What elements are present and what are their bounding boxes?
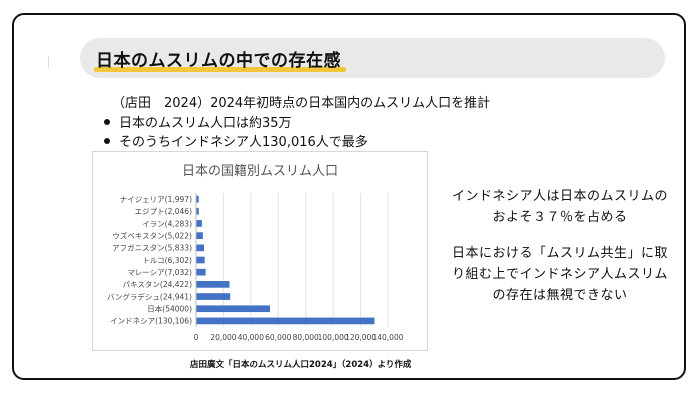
bar <box>196 281 230 288</box>
chart-title: 日本の国籍別ムスリム人口 <box>181 164 338 179</box>
page-title: 日本のムスリムの中での存在感 <box>96 51 341 71</box>
side-note-line: およそ３７％を占める <box>492 210 628 225</box>
side-note-line: 日本における「ムスリム共生」に取 <box>451 246 668 261</box>
bar <box>196 317 375 325</box>
divider <box>48 56 49 68</box>
x-tick-label: 80,000 <box>293 333 319 342</box>
side-note-line: り組む上でインドネシア人ムスリム <box>451 267 668 282</box>
title-highlight <box>94 67 346 72</box>
bullet-text: そのうちインドネシア人130,016人で最多 <box>119 135 368 150</box>
x-tick-label: 0 <box>194 333 199 342</box>
x-tick-label: 20,000 <box>210 333 236 342</box>
side-note-2: 日本における「ムスリム共生」に取 り組む上でインドネシア人ムスリム の存在は無視… <box>440 243 680 306</box>
category-label: エジプト(2,046) <box>135 207 192 216</box>
bullet-icon <box>104 118 110 125</box>
bar <box>196 207 199 215</box>
source-caption: 店田廣文「日本のムスリム人口2024」（2024）より作成 <box>190 360 412 370</box>
category-label: アフガニスタン(5,833) <box>112 243 192 253</box>
bullet-item-2: そのうちインドネシア人130,016人で最多 <box>104 131 368 150</box>
lead-text: （店田 2024）2024年初時点の日本国内のムスリム人口を推計 <box>112 96 491 111</box>
x-tick-label: 100,000 <box>318 333 349 342</box>
x-tick-label: 120,000 <box>345 333 376 342</box>
category-label: マレーシア(7,032) <box>127 268 192 277</box>
side-note-1: インドネシア人は日本のムスリムの およそ３７％を占める <box>440 186 680 228</box>
bar <box>196 244 204 252</box>
bar-chart: 0 20,000 40,000 60,000 80,000100,000120,0001… <box>107 193 404 342</box>
bar <box>196 220 202 227</box>
bar <box>196 232 203 239</box>
bullet-icon <box>104 137 110 144</box>
category-label: トルコ(6,302) <box>142 256 192 265</box>
category-label: ウズベキスタン(5,022) <box>112 230 192 240</box>
category-label: 日本(54000) <box>147 304 192 314</box>
category-label: パキスタン(24,422) <box>123 280 192 289</box>
category-label: バングラデシュ(24,941) <box>107 291 192 301</box>
bar <box>196 256 205 264</box>
side-note-line: インドネシア人は日本のムスリムの <box>451 189 668 204</box>
x-tick-label: 140,000 <box>372 333 403 342</box>
category-label: インドネシア(130,106) <box>110 317 192 326</box>
side-note-line: の存在は無視できない <box>492 288 628 303</box>
bullet-text: 日本のムスリム人口は約35万 <box>119 116 292 131</box>
x-tick-label: 40,000 <box>238 333 264 342</box>
bar <box>196 195 199 203</box>
category-label: イラン(4,283) <box>142 219 192 228</box>
x-tick-label: 60,000 <box>265 333 291 342</box>
bar <box>196 293 231 300</box>
bullet-item-1: 日本のムスリム人口は約35万 <box>104 112 292 131</box>
bar <box>196 305 271 313</box>
category-label: ナイジェリア(1,997) <box>120 195 192 204</box>
bar <box>196 268 206 276</box>
